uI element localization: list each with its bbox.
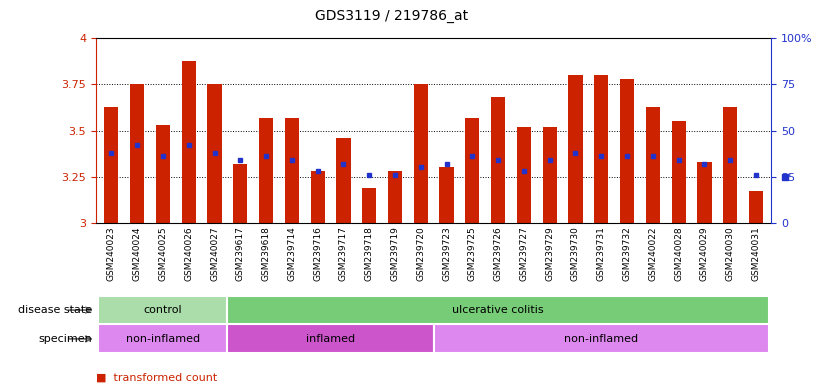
- Text: GSM239731: GSM239731: [597, 227, 605, 281]
- Bar: [671, 121, 686, 223]
- Text: GSM239716: GSM239716: [313, 227, 322, 281]
- Bar: [336, 138, 350, 223]
- Text: GSM239718: GSM239718: [364, 227, 374, 281]
- Text: non-inflamed: non-inflamed: [565, 334, 638, 344]
- Bar: [104, 107, 118, 223]
- Text: disease state: disease state: [18, 305, 92, 315]
- Text: inflamed: inflamed: [306, 334, 355, 344]
- Bar: [130, 84, 144, 223]
- Text: control: control: [143, 305, 183, 315]
- Text: GSM240025: GSM240025: [158, 227, 168, 281]
- Bar: [182, 61, 196, 223]
- Text: GSM240026: GSM240026: [184, 227, 193, 281]
- Bar: [310, 171, 324, 223]
- Text: GSM240027: GSM240027: [210, 227, 219, 281]
- Bar: [228, 296, 769, 324]
- Text: GSM240024: GSM240024: [133, 227, 142, 281]
- Text: GSM239723: GSM239723: [442, 227, 451, 281]
- Text: GSM240022: GSM240022: [648, 227, 657, 281]
- Text: ■  transformed count: ■ transformed count: [96, 372, 217, 382]
- Bar: [362, 188, 376, 223]
- Bar: [491, 98, 505, 223]
- Text: GSM240029: GSM240029: [700, 227, 709, 281]
- Text: GSM239726: GSM239726: [494, 227, 503, 281]
- Bar: [749, 191, 763, 223]
- Bar: [234, 164, 248, 223]
- Bar: [517, 127, 531, 223]
- Bar: [259, 118, 274, 223]
- Bar: [465, 118, 480, 223]
- Text: GSM240030: GSM240030: [726, 227, 735, 281]
- Bar: [543, 127, 557, 223]
- Text: GSM239720: GSM239720: [416, 227, 425, 281]
- Text: non-inflamed: non-inflamed: [126, 334, 200, 344]
- Bar: [594, 75, 608, 223]
- Bar: [388, 171, 402, 223]
- Text: GSM239725: GSM239725: [468, 227, 477, 281]
- Text: GSM239729: GSM239729: [545, 227, 555, 281]
- Text: specimen: specimen: [38, 334, 92, 344]
- Text: GSM239714: GSM239714: [288, 227, 296, 281]
- Bar: [646, 107, 660, 223]
- Bar: [434, 324, 769, 353]
- Bar: [98, 324, 228, 353]
- Text: ulcerative colitis: ulcerative colitis: [452, 305, 544, 315]
- Bar: [208, 84, 222, 223]
- Text: GSM240031: GSM240031: [751, 227, 761, 281]
- Bar: [569, 75, 583, 223]
- Text: GDS3119 / 219786_at: GDS3119 / 219786_at: [315, 9, 469, 23]
- Text: GSM239717: GSM239717: [339, 227, 348, 281]
- Text: GSM239730: GSM239730: [571, 227, 580, 281]
- Bar: [440, 167, 454, 223]
- Text: GSM239618: GSM239618: [262, 227, 270, 281]
- Text: GSM239617: GSM239617: [236, 227, 245, 281]
- Bar: [228, 324, 434, 353]
- Bar: [697, 162, 711, 223]
- Bar: [620, 79, 634, 223]
- Bar: [156, 125, 170, 223]
- Bar: [414, 84, 428, 223]
- Text: GSM239727: GSM239727: [520, 227, 529, 281]
- Text: GSM240023: GSM240023: [107, 227, 116, 281]
- Bar: [284, 118, 299, 223]
- Bar: [723, 107, 737, 223]
- Text: GSM239732: GSM239732: [622, 227, 631, 281]
- Text: GSM239719: GSM239719: [390, 227, 399, 281]
- Bar: [98, 296, 228, 324]
- Text: GSM240028: GSM240028: [674, 227, 683, 281]
